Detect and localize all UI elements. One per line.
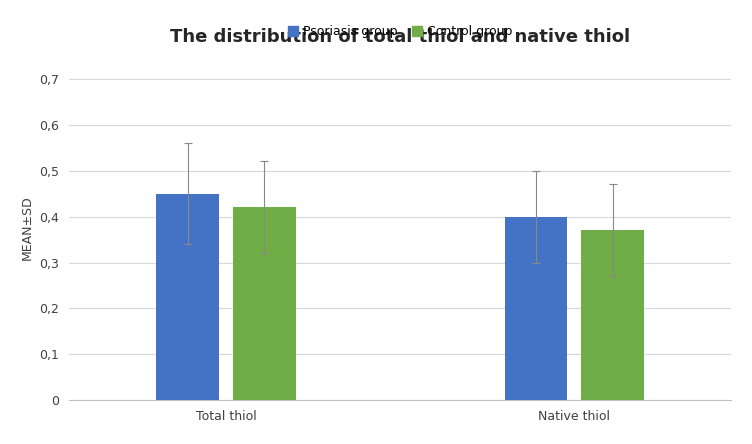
- Legend: Psoriasis group, Control group: Psoriasis group, Control group: [283, 20, 517, 44]
- Bar: [581, 230, 644, 400]
- Y-axis label: MEAN±SD: MEAN±SD: [21, 196, 34, 260]
- Bar: [233, 207, 296, 400]
- Bar: [156, 194, 219, 400]
- Bar: [505, 217, 568, 400]
- Title: The distribution of total thiol and native thiol: The distribution of total thiol and nati…: [170, 28, 630, 46]
